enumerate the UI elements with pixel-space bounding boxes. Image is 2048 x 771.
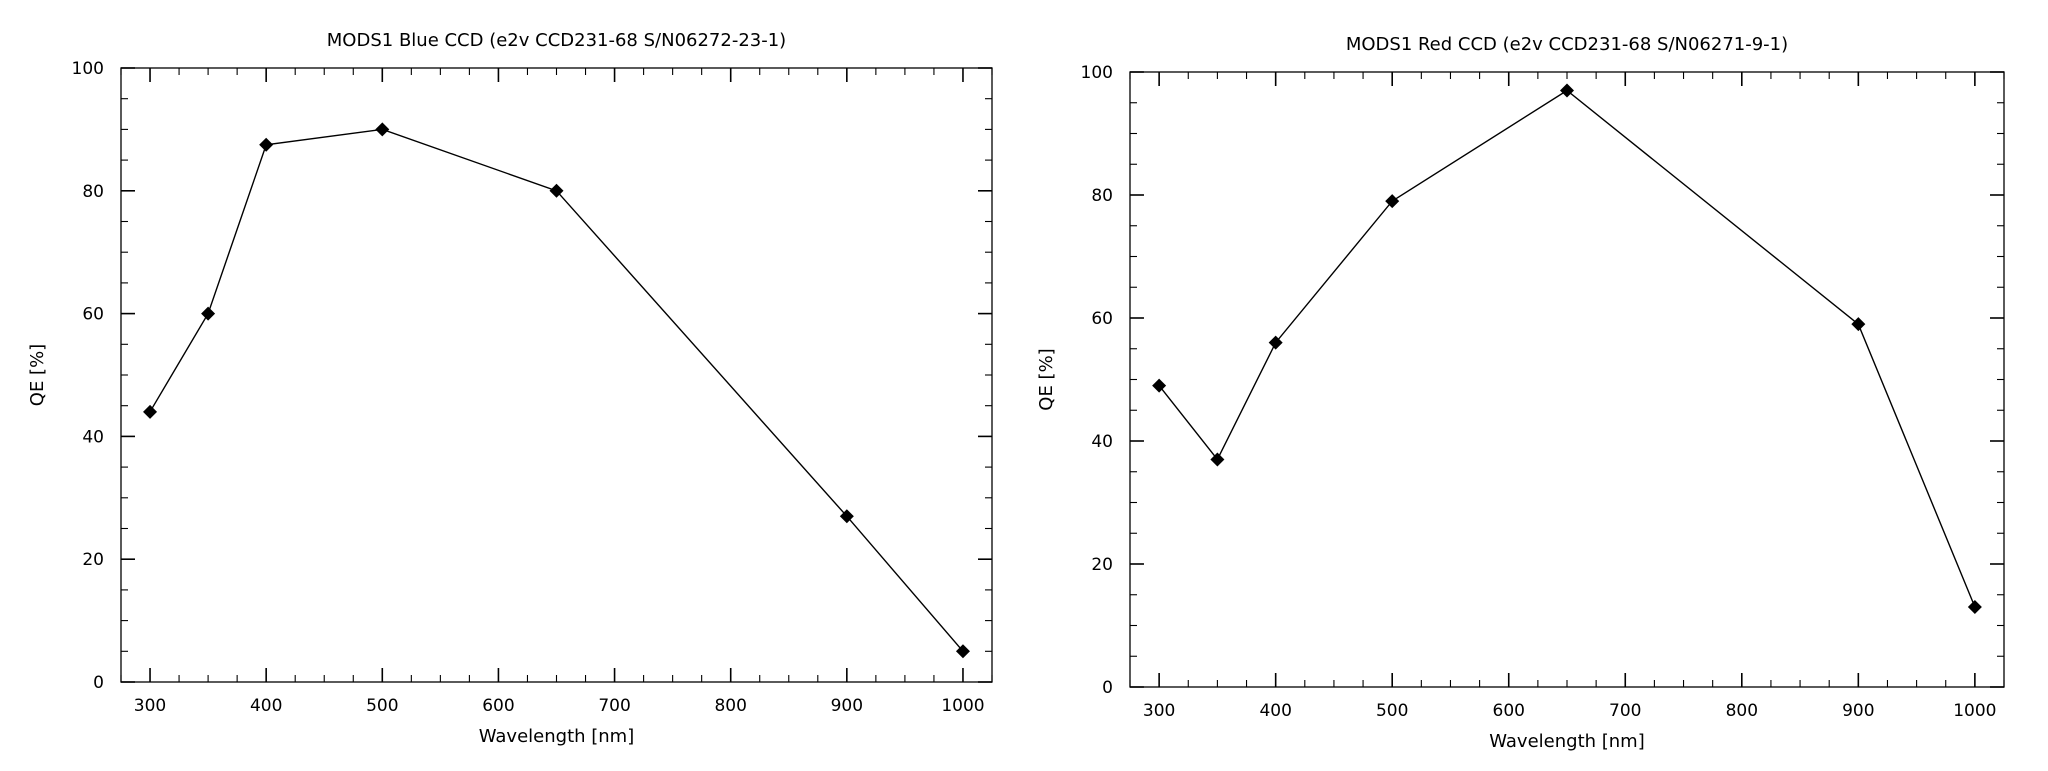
chart-0-x-axis-label: Wavelength [nm] [479,726,635,747]
chart-1-y-tick-label: 40 [1091,432,1113,452]
chart-1-y-axis-label: QE [%] [1036,348,1057,410]
chart-1-data-point [1967,600,1982,615]
chart-1-x-tick-label: 500 [1376,701,1408,721]
chart-1-data-point [1385,194,1400,209]
chart-1: 300 400 500 600 700 800 900 1000 0 20 40 60 80 100 MOD… [1036,34,2005,752]
chart-0-tick-marks [120,67,993,683]
chart-0-x-tick-label: 1000 [941,696,984,716]
chart-0-y-tick-label: 80 [82,182,104,202]
chart-0-x-tick-label: 700 [598,696,630,716]
chart-1-x-tick-label: 700 [1609,701,1641,721]
chart-1-data-point [1152,378,1167,393]
chart-1-data-point [1268,335,1283,350]
chart-0-data-point [549,183,564,198]
chart-1-tick-marks [1129,71,2005,688]
chart-1-plot-frame [1129,71,2005,688]
chart-1-y-tick-label: 80 [1091,186,1113,206]
chart-0-x-tick-label: 900 [831,696,863,716]
chart-0-data-point [839,509,854,524]
chart-1-x-axis-label: Wavelength [nm] [1489,731,1645,752]
chart-0-title: MODS1 Blue CCD (e2v CCD231-68 S/N06272-2… [327,30,786,51]
chart-1-y-tick-label: 0 [1102,678,1113,698]
chart-0-x-tick-label: 800 [714,696,746,716]
chart-0-data-point [375,122,390,137]
chart-1-x-tick-label: 800 [1726,701,1758,721]
chart-1-title: MODS1 Red CCD (e2v CCD231-68 S/N06271-9-… [1346,34,1788,55]
chart-0-x-tick-label: 600 [482,696,514,716]
chart-0-plot-frame [120,67,993,683]
chart-1-y-tick-label: 20 [1091,555,1113,575]
chart-1-y-tick-label: 100 [1081,63,1113,83]
chart-0-x-tick-label: 300 [134,696,166,716]
chart-0-data-point [201,306,216,321]
chart-1-y-tick-label: 60 [1091,309,1113,329]
chart-0-data-point [143,404,158,419]
chart-1-data-point [1210,452,1225,467]
chart-1-data-point [1560,83,1574,98]
chart-0-x-tick-label: 400 [250,696,282,716]
chart-0-y-tick-label: 60 [82,305,104,325]
chart-0-data-point [259,137,274,152]
chart-0-y-tick-label: 0 [93,673,104,693]
chart-1-series-line [1158,89,1976,608]
chart-0-x-tick-label: 500 [366,696,398,716]
chart-0-data-point [955,644,970,659]
chart-0: 300 400 500 600 700 800 900 1000 0 20 40 60 80 100 MOD… [27,30,993,747]
chart-0-y-tick-label: 100 [72,59,104,79]
chart-1-x-tick-label: 600 [1493,701,1525,721]
chart-1-x-tick-label: 900 [1842,701,1874,721]
chart-0-y-tick-label: 20 [82,550,104,570]
chart-0-series-line [149,128,964,652]
chart-0-y-tick-label: 40 [82,427,104,447]
chart-1-x-tick-label: 1000 [1953,701,1996,721]
chart-1-data-point [1851,317,1866,332]
chart-0-y-axis-label: QE [%] [27,344,48,406]
chart-1-x-tick-label: 400 [1259,701,1291,721]
chart-1-x-tick-label: 300 [1143,701,1175,721]
